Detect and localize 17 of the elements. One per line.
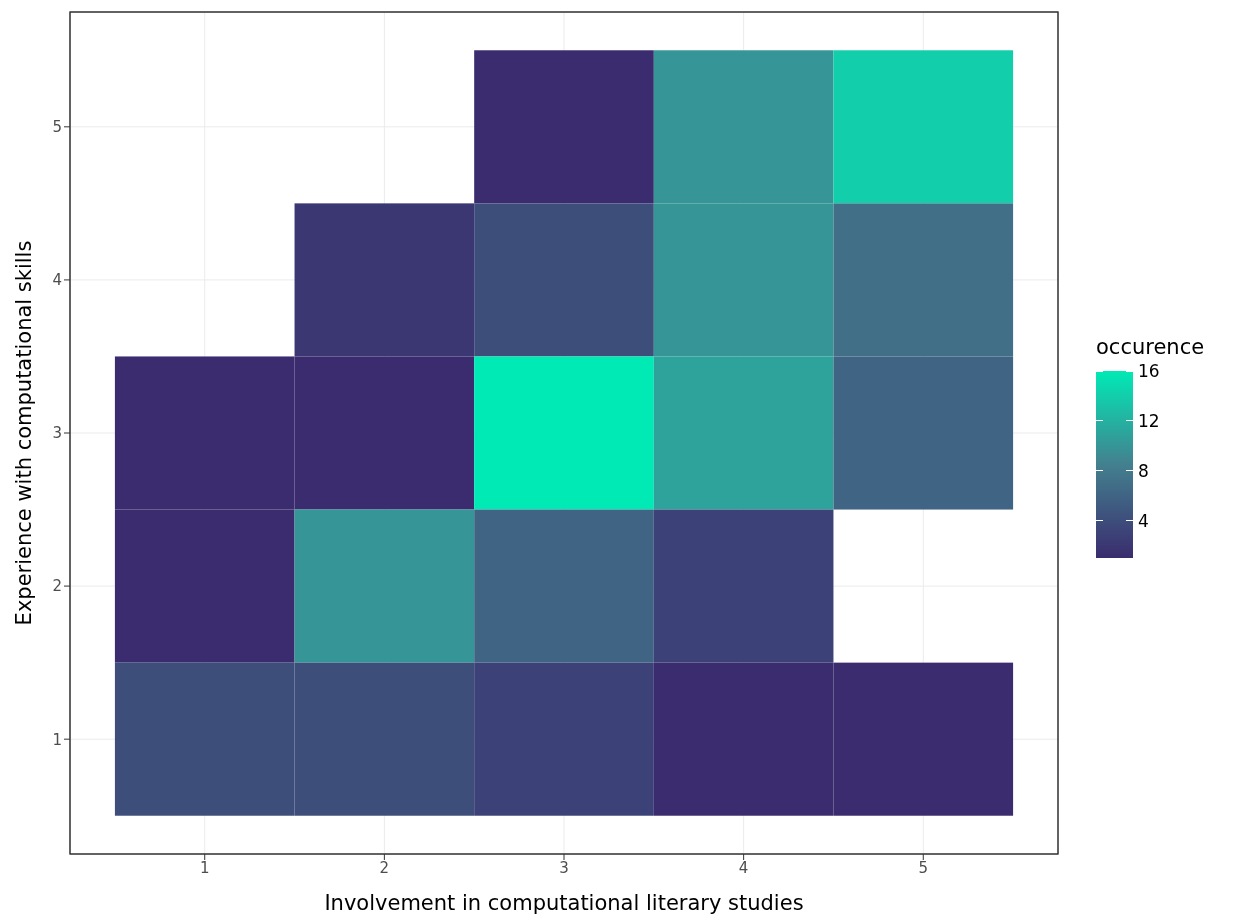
- y-tick-label: 2: [52, 577, 62, 596]
- color-bar-label: 8: [1138, 460, 1149, 481]
- x-tick-label: 3: [559, 858, 569, 877]
- color-bar-label: 16: [1138, 361, 1160, 381]
- y-axis-title: Experience with computational skills: [12, 240, 37, 626]
- color-bar-label: 12: [1138, 410, 1160, 431]
- x-axis-title: Involvement in computational literary studies: [324, 891, 804, 915]
- x-tick-label: 4: [738, 858, 749, 877]
- y-tick-label: 5: [52, 118, 62, 137]
- y-tick-label: 1: [52, 730, 62, 749]
- color-bar-label: 4: [1138, 510, 1149, 531]
- x-tick-label: 2: [379, 858, 390, 877]
- x-tick-label: 1: [199, 858, 210, 877]
- y-tick-label: 3: [52, 424, 62, 443]
- x-tick-label: 5: [918, 858, 929, 877]
- color-bar-title: occurence: [1096, 335, 1205, 359]
- y-tick-label: 4: [52, 271, 62, 290]
